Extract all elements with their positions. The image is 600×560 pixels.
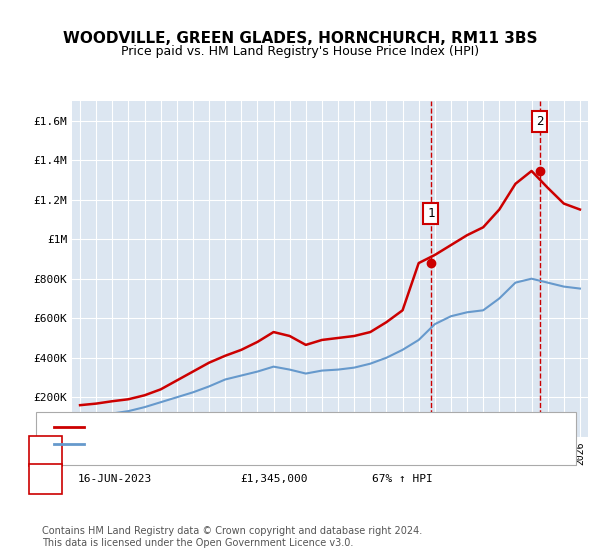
Text: 1: 1 bbox=[41, 446, 49, 456]
Text: WOODVILLE, GREEN GLADES, HORNCHURCH, RM11 3BS: WOODVILLE, GREEN GLADES, HORNCHURCH, RM1… bbox=[63, 31, 537, 46]
Text: £879,000: £879,000 bbox=[240, 446, 294, 456]
Text: WOODVILLE, GREEN GLADES, HORNCHURCH, RM11 3BS (detached house): WOODVILLE, GREEN GLADES, HORNCHURCH, RM1… bbox=[93, 422, 480, 432]
Text: 31% ↑ HPI: 31% ↑ HPI bbox=[372, 446, 433, 456]
Text: 2: 2 bbox=[41, 474, 49, 484]
Text: 21-SEP-2016: 21-SEP-2016 bbox=[78, 446, 152, 456]
Text: Price paid vs. HM Land Registry's House Price Index (HPI): Price paid vs. HM Land Registry's House … bbox=[121, 45, 479, 58]
Text: HPI: Average price, detached house, Havering: HPI: Average price, detached house, Have… bbox=[93, 439, 333, 449]
Text: 67% ↑ HPI: 67% ↑ HPI bbox=[372, 474, 433, 484]
Text: 2: 2 bbox=[536, 115, 544, 128]
Text: £1,345,000: £1,345,000 bbox=[240, 474, 308, 484]
Text: Contains HM Land Registry data © Crown copyright and database right 2024.
This d: Contains HM Land Registry data © Crown c… bbox=[42, 526, 422, 548]
Text: 16-JUN-2023: 16-JUN-2023 bbox=[78, 474, 152, 484]
Text: 1: 1 bbox=[427, 207, 434, 220]
